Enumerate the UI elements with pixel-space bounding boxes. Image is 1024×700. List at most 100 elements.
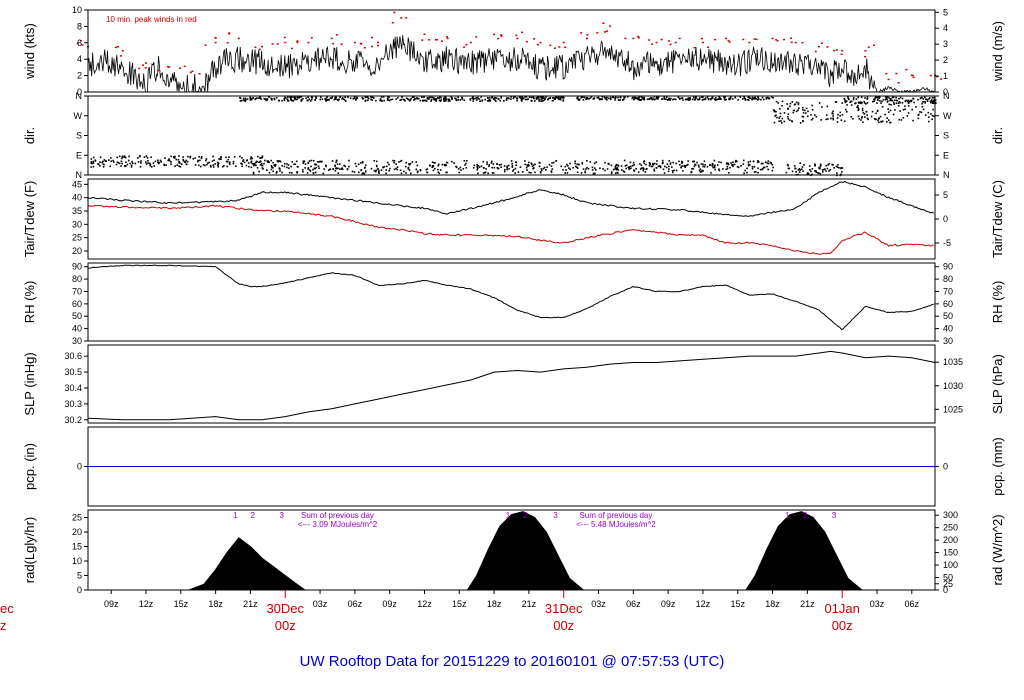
temp-ylabel-left: Tair/Tdew (F) — [22, 181, 37, 258]
dir-point — [757, 96, 759, 98]
dir-point — [535, 97, 538, 99]
dir-point — [307, 168, 309, 170]
dir-point — [484, 98, 487, 101]
dir-point — [185, 163, 188, 166]
dir-point — [272, 161, 274, 164]
dir-point — [381, 100, 383, 102]
dir-point — [479, 100, 481, 102]
dir-point — [543, 99, 546, 101]
dir-point — [933, 115, 935, 118]
wind-peak-point — [283, 36, 286, 39]
dir-point — [787, 113, 790, 115]
rad-area-1 — [466, 511, 585, 591]
dir-point — [178, 160, 181, 163]
dir-point — [232, 162, 235, 165]
dir-point — [130, 166, 133, 168]
dir-point — [615, 163, 618, 166]
rad-hour-marker: 1 — [506, 511, 511, 520]
dir-point — [239, 100, 242, 102]
dir-point — [286, 98, 289, 101]
dir-point — [874, 97, 877, 99]
dir-point — [836, 172, 838, 175]
dir-point — [727, 163, 730, 166]
dir-point — [131, 162, 134, 165]
dir-point — [652, 98, 655, 100]
dir-point — [304, 163, 307, 165]
dir-point — [539, 170, 542, 173]
wind-peak-point — [214, 36, 217, 39]
dir-point — [657, 165, 660, 168]
wind-peak-point — [500, 35, 503, 37]
dir-point — [226, 165, 228, 168]
dir-point — [553, 97, 556, 99]
dir-point — [511, 162, 514, 165]
dir-point — [702, 96, 704, 98]
dir-point — [832, 118, 835, 121]
dir-point — [403, 170, 405, 173]
dir-point — [259, 160, 262, 162]
dir-point — [559, 98, 562, 101]
dir-point — [884, 96, 887, 98]
wind-peak-point — [602, 22, 605, 24]
dir-point — [480, 165, 483, 168]
dir-point — [387, 96, 389, 98]
dir-point — [837, 113, 839, 116]
dir-point — [843, 97, 846, 100]
dir-point — [186, 160, 189, 163]
dir-point — [219, 158, 221, 160]
dir-point — [537, 97, 539, 100]
dir-point — [495, 97, 498, 99]
dir-point — [503, 170, 506, 173]
dir-point — [917, 114, 920, 117]
dir-point — [572, 166, 574, 169]
dir-point — [160, 161, 162, 163]
dir-point — [589, 161, 592, 163]
dir-point — [426, 97, 429, 99]
dir-point — [288, 167, 290, 169]
dir-point — [532, 167, 534, 170]
dir-point — [781, 100, 784, 103]
dir-point — [934, 99, 937, 101]
dir-point — [521, 96, 524, 99]
slp-left-tick-label: 30.6 — [64, 351, 82, 361]
dir-point — [146, 157, 149, 159]
dir-point — [783, 112, 786, 114]
dir-point — [779, 112, 782, 115]
rad-hour-marker: 3 — [553, 511, 558, 520]
dir-point — [737, 166, 740, 169]
dir-point — [927, 111, 930, 114]
dir-point — [720, 98, 722, 101]
wind-peak-point — [624, 37, 627, 40]
dir-point — [836, 166, 839, 169]
dir-point — [445, 98, 448, 101]
dir-point — [587, 97, 589, 100]
dir-point — [675, 162, 677, 165]
wind-left-tick-label: 4 — [77, 54, 82, 64]
dir-point — [699, 168, 702, 171]
dir-point — [719, 97, 721, 99]
dir-point — [110, 160, 113, 163]
dir-point — [779, 108, 781, 110]
dir-point — [378, 170, 380, 172]
dir-point — [455, 97, 457, 100]
dir-point — [737, 99, 740, 101]
dir-point — [761, 96, 764, 99]
wind-right-tick-label: 3 — [943, 39, 948, 49]
dir-point — [802, 109, 804, 111]
temp-series-0 — [87, 180, 935, 217]
temp-right-tick-label: 0 — [943, 214, 948, 224]
dir-point — [332, 168, 334, 170]
dir-point — [97, 163, 100, 166]
dir-point — [438, 99, 441, 102]
dir-point — [445, 164, 447, 166]
wind-peak-point — [701, 41, 704, 44]
temp-left-tick-label: 40 — [72, 193, 82, 203]
dir-point — [849, 101, 851, 104]
dir-point — [732, 165, 734, 168]
dir-point — [335, 167, 337, 170]
dir-point — [487, 97, 489, 99]
dir-point — [524, 98, 527, 101]
dir-point — [741, 98, 744, 100]
wind-peak-point — [469, 41, 472, 44]
